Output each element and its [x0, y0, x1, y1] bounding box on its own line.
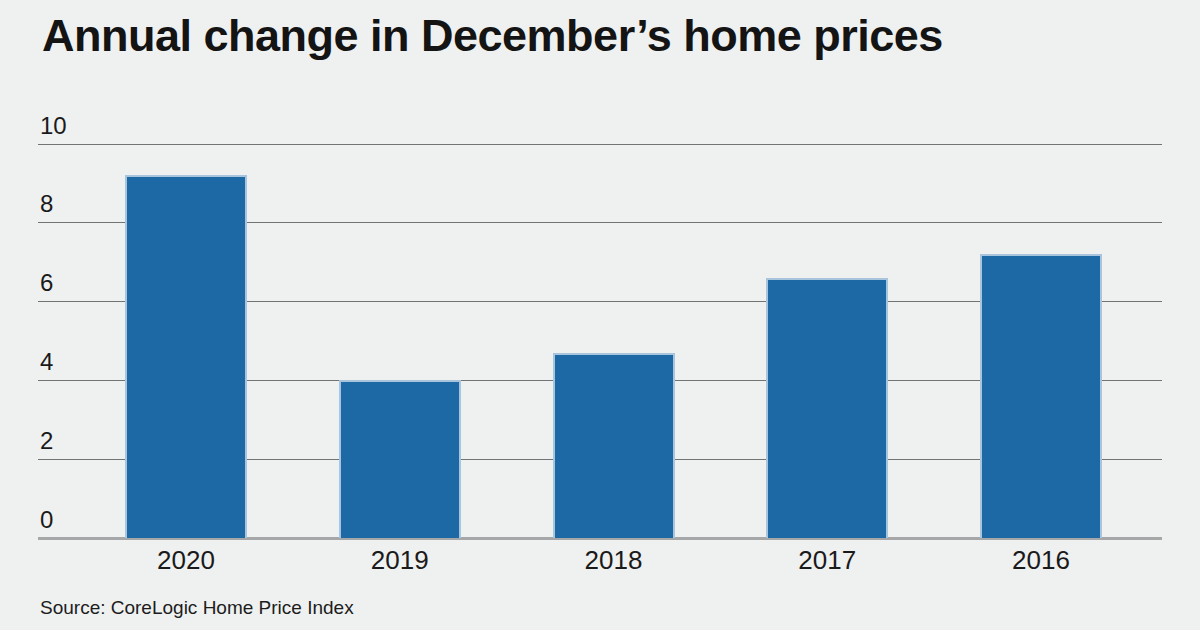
y-tick-label-6: 6 [40, 271, 53, 295]
x-tick-label-2018: 2018 [544, 547, 684, 573]
x-tick-label-2016: 2016 [971, 547, 1111, 573]
y-tick-label-2: 2 [40, 429, 53, 453]
bar-2019 [339, 380, 461, 538]
y-tick-label-0: 0 [40, 508, 53, 532]
gridline-y10 [38, 144, 1162, 145]
y-tick-label-8: 8 [40, 192, 53, 216]
bar-2020 [125, 175, 247, 538]
x-tick-label-2019: 2019 [330, 547, 470, 573]
chart-card: Annual change in December’s home prices … [0, 0, 1200, 630]
bar-2018 [553, 353, 675, 538]
bar-2016 [980, 254, 1102, 538]
x-tick-label-2020: 2020 [116, 547, 256, 573]
bar-2017 [766, 278, 888, 538]
bar-chart-plot-area: 108642020202019201820172016 [0, 0, 1200, 630]
x-tick-label-2017: 2017 [757, 547, 897, 573]
source-note: Source: CoreLogic Home Price Index [40, 597, 354, 619]
y-tick-label-10: 10 [40, 114, 67, 138]
y-tick-label-4: 4 [40, 350, 53, 374]
